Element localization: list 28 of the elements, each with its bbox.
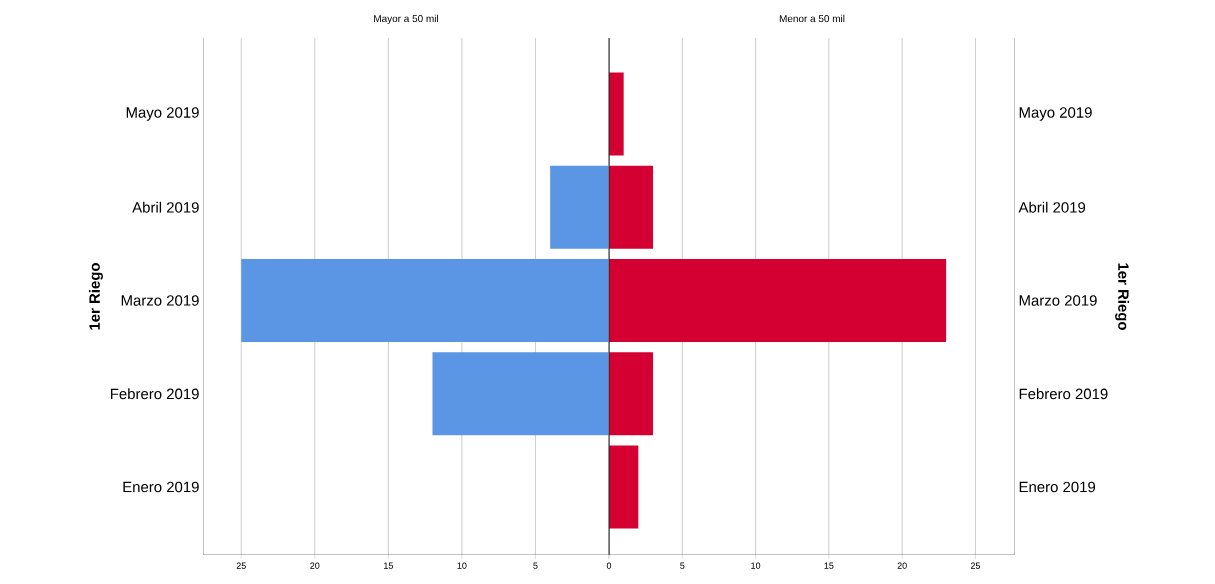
x-tick-label: 20 [897,562,907,569]
x-tick-label: 10 [457,562,467,569]
bar [609,445,639,529]
y-axis-title: 1er Riego [88,263,103,330]
x-tick-label: 5 [533,562,538,569]
y-tick-label: Abril 2019 [1018,201,1086,213]
y-tick-label: Febrero 2019 [110,388,199,400]
x-tick-label: 25 [970,562,981,569]
y-tick-label: Marzo 2019 [1019,295,1097,306]
chart-title: Mayor a 50 mil [374,14,438,25]
bar [609,72,624,156]
y-axis-title: 1er Riego [1115,263,1130,330]
x-tick-label: 15 [824,562,834,569]
y-tick-label: Febrero 2019 [1019,388,1108,400]
x-tick-label: 0 [606,562,612,569]
x-tick-label: 5 [680,562,685,569]
y-tick-label: Enero 2019 [123,481,199,493]
y-tick-label: Enero 2019 [1019,481,1096,493]
y-tick-label: Marzo 2019 [121,295,199,306]
x-tick-label: 25 [236,562,246,569]
x-tick-label: 10 [751,562,761,569]
y-tick-label: Abril 2019 [132,201,199,213]
x-tick-label: 15 [384,562,393,569]
y-tick-label: Mayo 2019 [1019,107,1092,121]
chart-title: Menor a 50 mil [779,14,845,23]
x-tick-label: 20 [310,562,320,569]
bar [609,352,653,436]
y-tick-label: Mayo 2019 [126,107,199,121]
